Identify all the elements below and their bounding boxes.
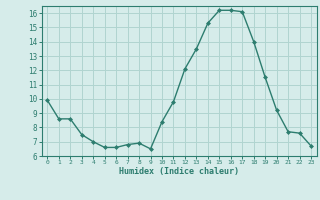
X-axis label: Humidex (Indice chaleur): Humidex (Indice chaleur)	[119, 167, 239, 176]
